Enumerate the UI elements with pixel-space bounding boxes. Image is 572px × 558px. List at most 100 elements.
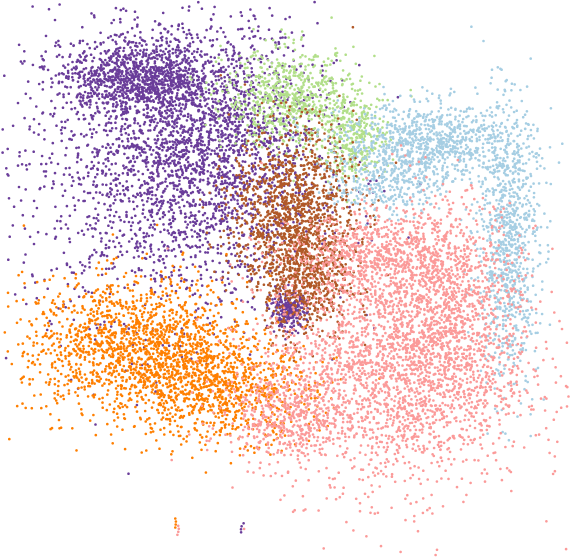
- data-point: [248, 197, 251, 201]
- data-point: [211, 64, 215, 68]
- data-point: [155, 271, 158, 275]
- data-point: [143, 182, 147, 185]
- data-point: [189, 164, 193, 168]
- data-point: [191, 204, 194, 207]
- data-point: [163, 83, 167, 87]
- data-point: [122, 49, 125, 53]
- data-point: [40, 65, 44, 68]
- data-point: [287, 150, 290, 153]
- data-point: [177, 231, 181, 235]
- data-point: [356, 89, 360, 92]
- data-point: [178, 183, 181, 186]
- data-point: [141, 66, 145, 70]
- data-point: [176, 28, 180, 31]
- data-point: [116, 87, 120, 91]
- data-point: [315, 147, 319, 151]
- data-point: [230, 198, 233, 202]
- data-point: [145, 65, 148, 69]
- data-point: [195, 169, 198, 172]
- data-point: [185, 33, 189, 36]
- data-point: [158, 96, 162, 99]
- data-point: [136, 89, 140, 93]
- data-point: [164, 177, 168, 181]
- data-point: [274, 46, 278, 49]
- data-point: [204, 260, 207, 264]
- data-point: [178, 175, 182, 179]
- data-point: [273, 86, 277, 90]
- data-point: [202, 203, 205, 206]
- data-point: [99, 254, 102, 258]
- data-point: [201, 151, 204, 154]
- data-point: [69, 101, 73, 104]
- data-point: [55, 55, 59, 58]
- data-point: [200, 55, 203, 58]
- data-point: [160, 53, 164, 57]
- data-point: [122, 46, 126, 50]
- data-point: [214, 138, 217, 142]
- data-point: [178, 117, 181, 121]
- data-point: [73, 133, 76, 137]
- data-point: [199, 265, 203, 269]
- data-point: [108, 59, 111, 62]
- data-point: [76, 154, 80, 157]
- data-point: [149, 213, 153, 217]
- data-point: [64, 76, 68, 80]
- data-point: [282, 119, 285, 123]
- data-point: [129, 145, 132, 148]
- data-point: [144, 257, 148, 261]
- data-point: [230, 135, 234, 138]
- data-point: [43, 65, 46, 68]
- data-point: [273, 139, 276, 142]
- data-point: [1, 151, 4, 154]
- data-point: [213, 124, 216, 127]
- data-point: [169, 59, 173, 62]
- data-point: [271, 51, 274, 54]
- data-point: [191, 245, 194, 248]
- data-point: [260, 227, 263, 230]
- data-point: [207, 247, 210, 250]
- data-point: [153, 62, 157, 65]
- data-point: [136, 193, 140, 197]
- data-point: [60, 139, 63, 143]
- data-point: [46, 287, 49, 291]
- data-point: [240, 64, 244, 68]
- data-point: [114, 93, 118, 97]
- data-point: [121, 234, 124, 237]
- data-point: [139, 154, 143, 157]
- data-point: [200, 284, 204, 287]
- data-point: [94, 207, 97, 211]
- data-point: [127, 220, 131, 224]
- data-point: [144, 235, 148, 238]
- data-point: [151, 28, 154, 32]
- data-point: [212, 112, 216, 115]
- data-point: [162, 60, 165, 64]
- data-point: [167, 173, 170, 176]
- data-point: [154, 193, 157, 197]
- data-point: [90, 88, 93, 92]
- data-point: [78, 261, 82, 264]
- data-point: [186, 48, 189, 51]
- data-point: [92, 216, 96, 220]
- data-point: [342, 93, 345, 96]
- data-point: [299, 96, 302, 100]
- data-point: [375, 179, 378, 182]
- data-point: [122, 7, 125, 10]
- data-point: [182, 176, 186, 180]
- data-point: [266, 99, 269, 102]
- data-point: [50, 186, 54, 190]
- data-point: [231, 105, 234, 109]
- data-point: [239, 85, 243, 89]
- data-point: [201, 191, 204, 194]
- data-point: [143, 246, 146, 249]
- data-point: [32, 150, 35, 153]
- data-point: [318, 116, 322, 120]
- data-point: [72, 66, 76, 69]
- data-point: [191, 220, 195, 223]
- data-point: [206, 251, 210, 254]
- data-point: [185, 138, 189, 142]
- data-point: [141, 79, 144, 83]
- data-point: [170, 91, 174, 94]
- data-point: [79, 95, 83, 99]
- data-point: [323, 128, 327, 131]
- data-point: [240, 56, 243, 60]
